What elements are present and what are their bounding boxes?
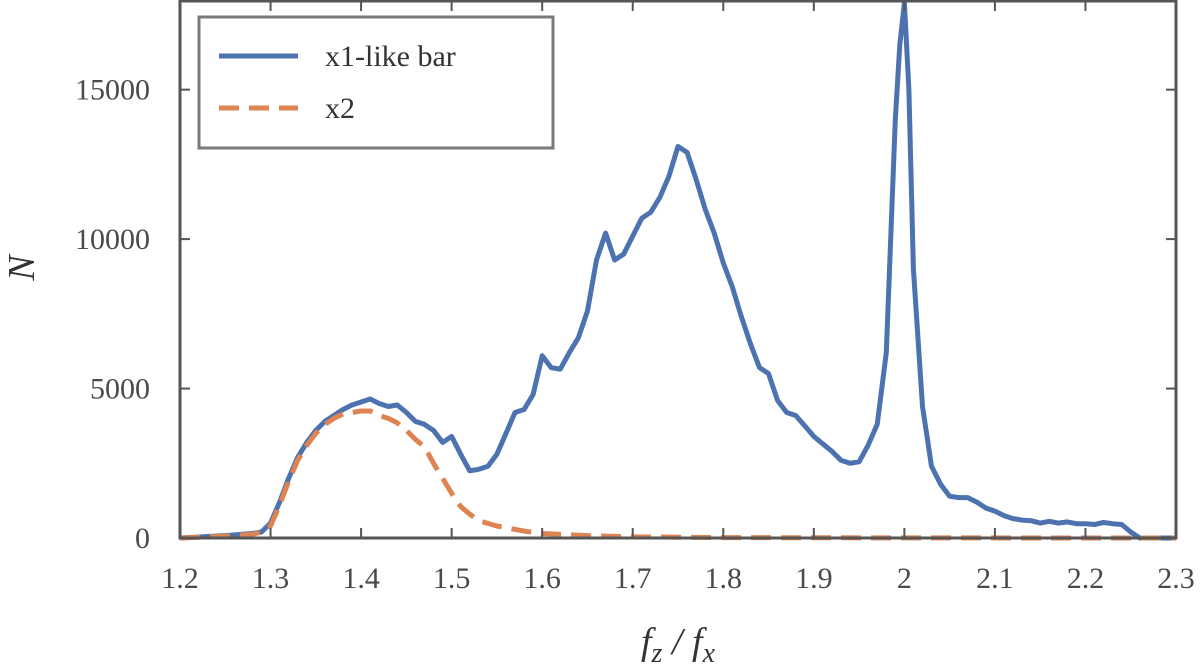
- y-tick-label: 0: [135, 522, 150, 555]
- x-tick-label: 2: [897, 562, 912, 595]
- x-tick-label: 1.8: [705, 562, 743, 595]
- x-tick-label: 1.7: [614, 562, 652, 595]
- y-tick-label: 15000: [75, 74, 150, 107]
- x-tick-label: 1.4: [342, 562, 380, 595]
- legend-label-x2: x2: [325, 92, 355, 125]
- y-tick-label: 5000: [90, 373, 150, 406]
- axes-frame: [178, 0, 1178, 540]
- x-tick-label: 2.2: [1067, 562, 1105, 595]
- x-tick-label: 1.3: [252, 562, 290, 595]
- x-tick-label: 1.2: [161, 562, 199, 595]
- x-tick-label: 2.1: [976, 562, 1014, 595]
- x-tick-label: 1.9: [795, 562, 833, 595]
- x-axis-label-text: fz / fx: [641, 621, 716, 668]
- y-axis-label: N: [1, 253, 43, 282]
- legend: x1-like bar x2: [197, 15, 555, 150]
- axes-layer: 1.2 1.3 1.4 1.5 1.6 1.7 1.8 1.9 2 2.1 2.2 2.3 0 5000 1…: [75, 0, 1195, 595]
- x-tick-label: 1.6: [523, 562, 561, 595]
- legend-box: [197, 15, 555, 150]
- x-tick-label: 1.5: [433, 562, 471, 595]
- series-line-x1-like-bar: [179, 0, 1176, 541]
- y-tick-label: 10000: [75, 223, 150, 256]
- x-axis-label: fz / fx: [641, 621, 716, 668]
- series-layer: [179, 0, 1177, 541]
- legend-label-x1-like-bar: x1-like bar: [325, 40, 456, 73]
- series-line-x2: [179, 408, 1177, 541]
- x-tick-label: 2.3: [1157, 562, 1195, 595]
